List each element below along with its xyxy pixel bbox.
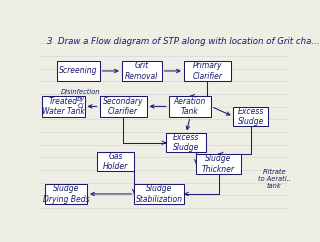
- Bar: [100, 96, 147, 117]
- Text: Sludge
Thickner: Sludge Thickner: [202, 154, 235, 174]
- Text: Gas
Holder: Gas Holder: [103, 152, 128, 171]
- Bar: [196, 154, 241, 174]
- Bar: [122, 61, 162, 81]
- Bar: [234, 107, 268, 126]
- Bar: [184, 61, 231, 81]
- Bar: [134, 184, 184, 204]
- Bar: [166, 133, 206, 152]
- Text: Screening: Screening: [59, 67, 98, 76]
- Bar: [169, 96, 211, 117]
- Bar: [45, 184, 87, 204]
- Text: Sludge
Drying Beds: Sludge Drying Beds: [43, 184, 89, 204]
- Text: Filtrate
to Aerati..
tank: Filtrate to Aerati.. tank: [258, 169, 291, 189]
- Bar: [97, 152, 134, 171]
- Text: Primary
Clarifier: Primary Clarifier: [192, 61, 222, 81]
- Bar: [43, 96, 84, 117]
- Text: Treated
Water Tank: Treated Water Tank: [42, 97, 85, 116]
- Text: Excess
Sludge: Excess Sludge: [173, 133, 199, 152]
- Text: Excess
Sludge: Excess Sludge: [238, 107, 264, 126]
- Text: Disinfection
by
Cl: Disinfection by Cl: [61, 89, 101, 109]
- Text: Grit
Removal: Grit Removal: [125, 61, 158, 81]
- Text: Aeration
Tank: Aeration Tank: [174, 97, 206, 116]
- Text: 3  Draw a Flow diagram of STP along with location of Grit cha...: 3 Draw a Flow diagram of STP along with …: [47, 38, 320, 46]
- Bar: [57, 61, 100, 81]
- Text: Sludge
Stabilization: Sludge Stabilization: [136, 184, 182, 204]
- Text: Secondary
Clarifier: Secondary Clarifier: [103, 97, 143, 116]
